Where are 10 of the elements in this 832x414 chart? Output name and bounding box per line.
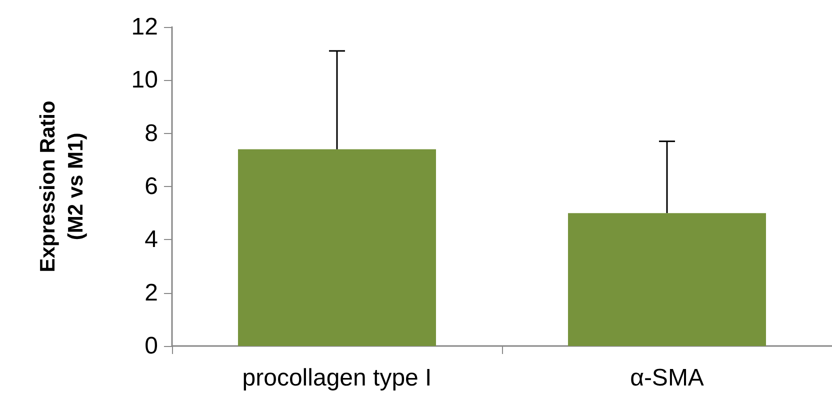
y-tick-label: 12	[131, 14, 158, 40]
x-tick-label: α-SMA	[630, 364, 704, 392]
y-tick-label: 8	[144, 120, 158, 147]
x-tick-label: procollagen type I	[242, 364, 432, 392]
y-tick-label: 6	[144, 173, 158, 200]
y-tick-label: 0	[144, 332, 158, 360]
y-tick-label: 4	[144, 226, 158, 254]
y-tick-label: 2	[144, 279, 158, 306]
y-tick-label: 10	[131, 66, 158, 94]
y-axis-title: Expression Ratio (M2 vs M1)	[36, 100, 88, 272]
